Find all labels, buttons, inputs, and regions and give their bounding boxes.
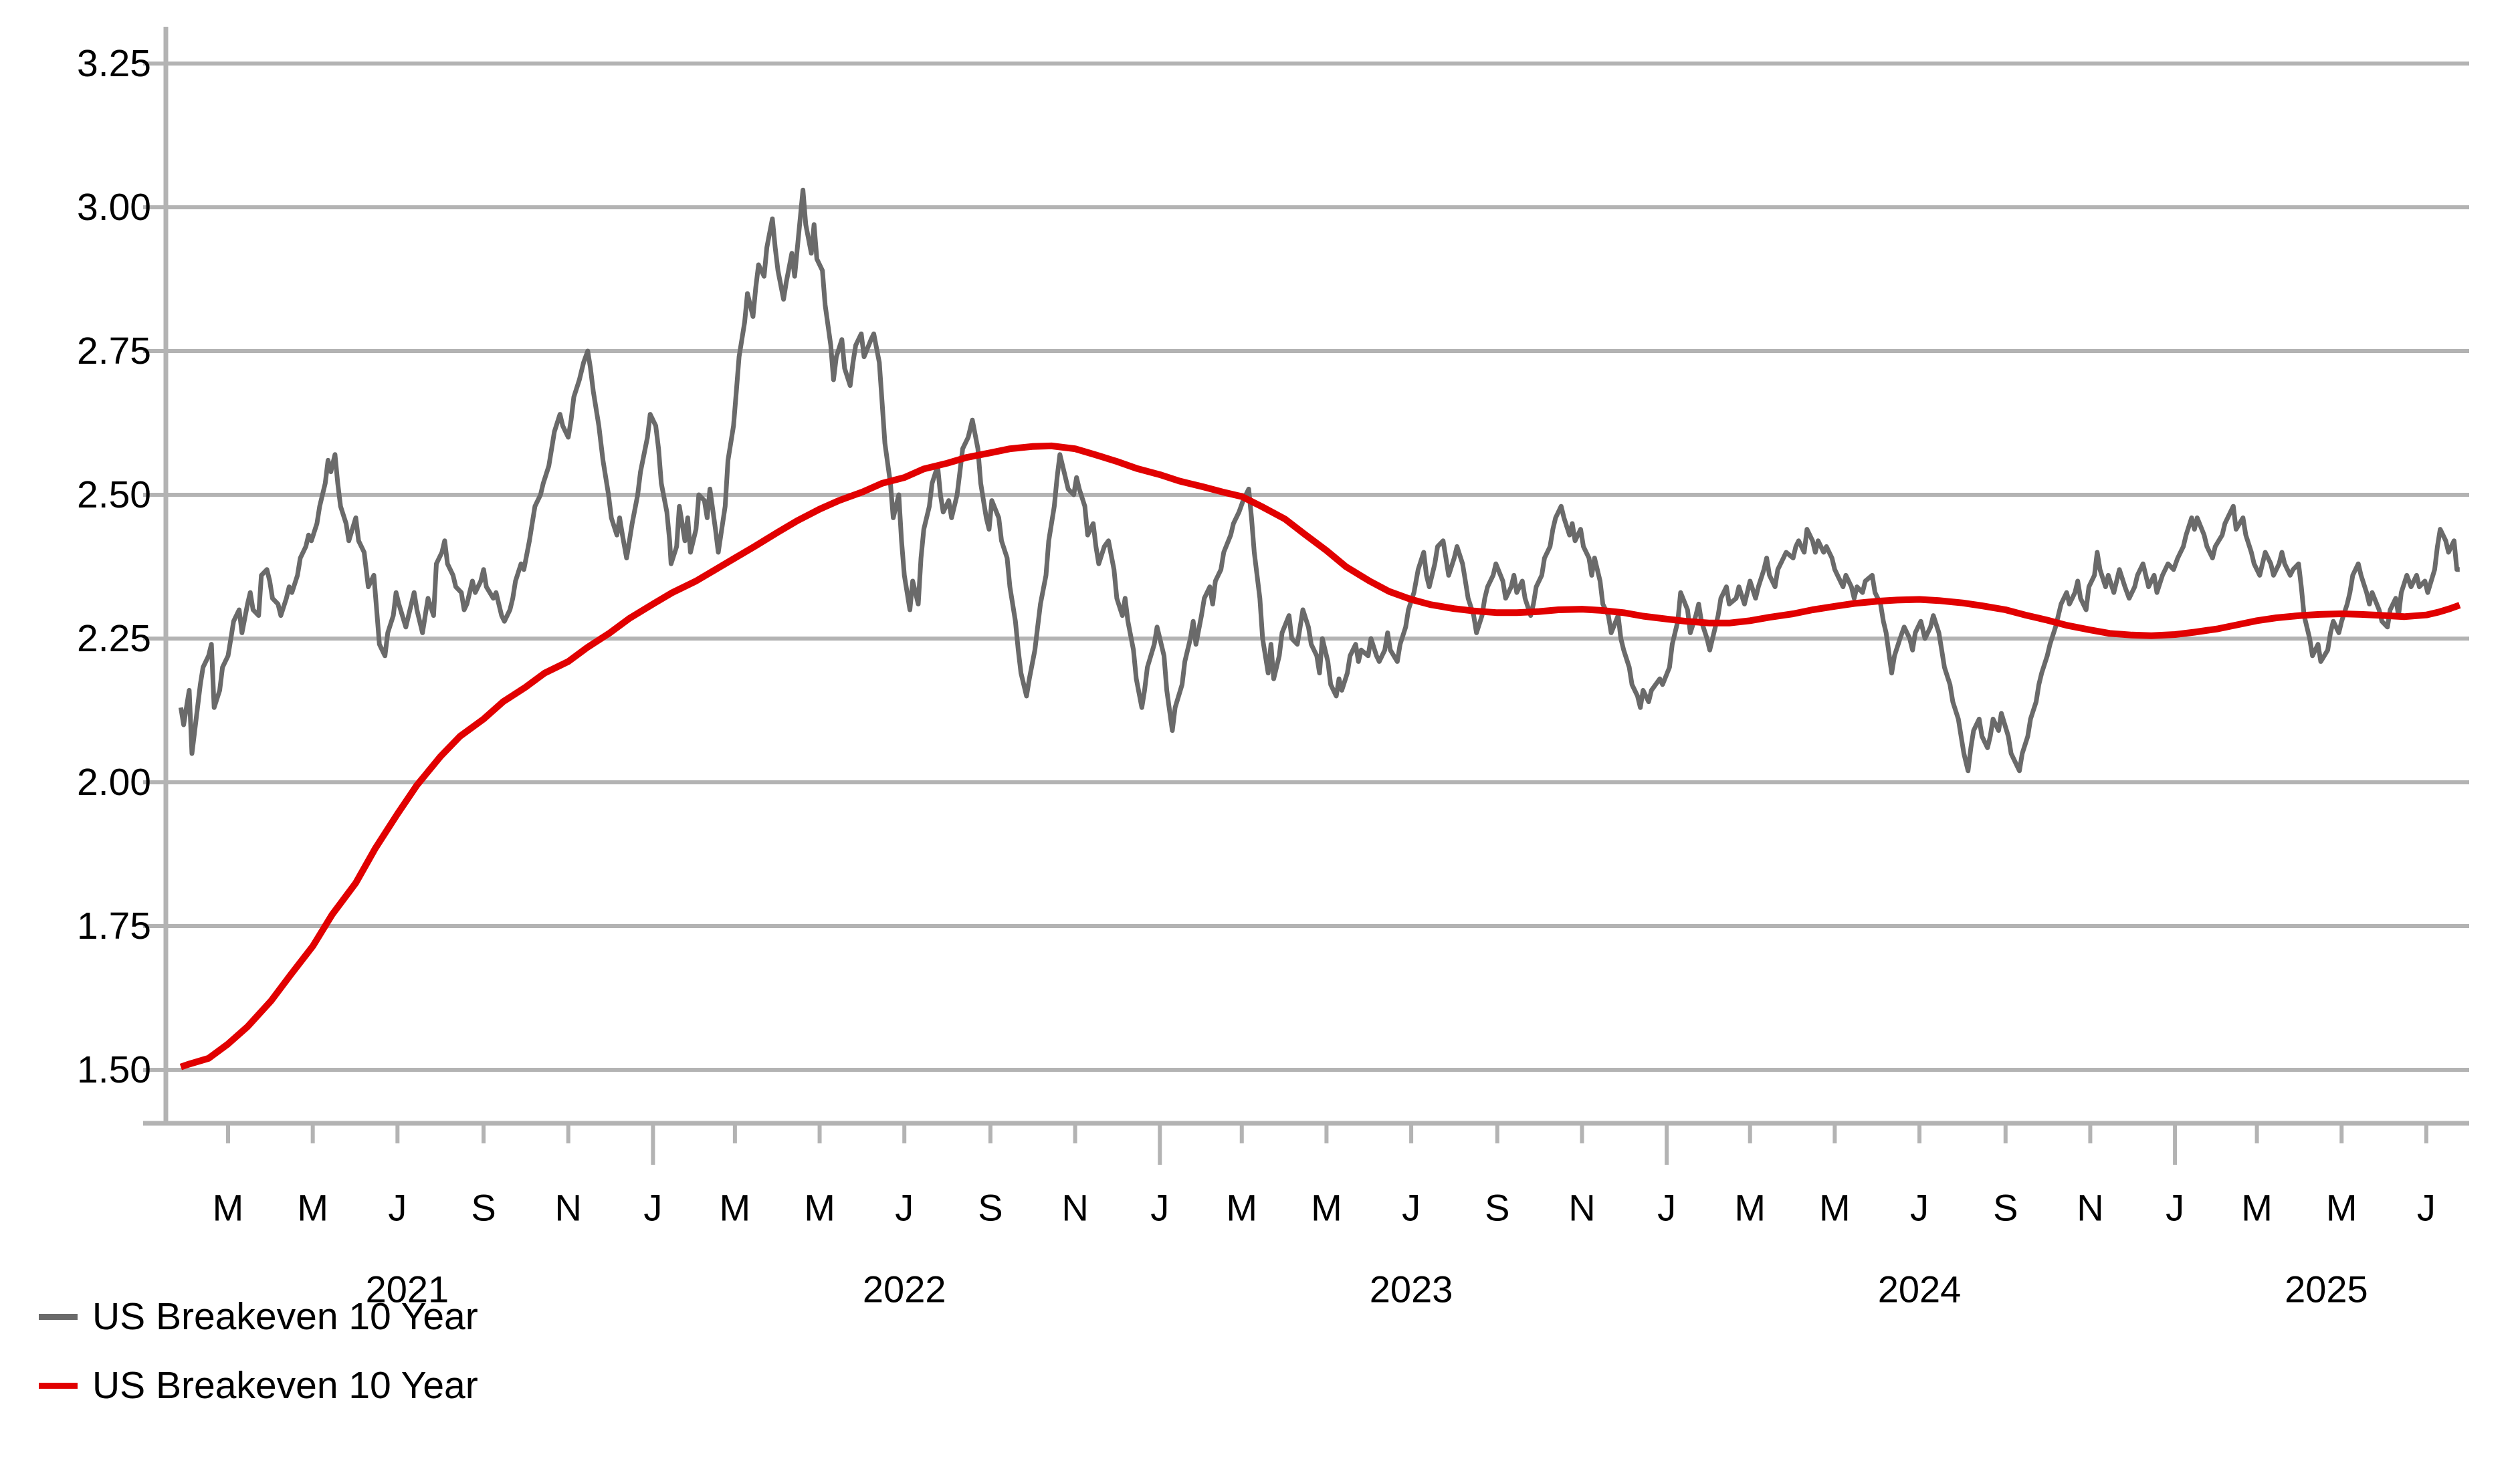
x-axis-month-label: S xyxy=(978,1187,1003,1229)
x-axis-month-label: N xyxy=(1061,1187,1088,1229)
x-axis-month-label: J xyxy=(2166,1187,2184,1229)
y-axis-label: 3.25 xyxy=(77,42,151,85)
legend-item-daily-series: US Breakeven 10 Year xyxy=(39,1282,478,1351)
x-axis-month-label: J xyxy=(1657,1187,1676,1229)
x-axis-month-label: S xyxy=(1485,1187,1509,1229)
x-axis-month-label: M xyxy=(1226,1187,1257,1229)
x-axis-year-label: 2022 xyxy=(863,1268,946,1311)
y-axis-label: 3.00 xyxy=(77,186,151,229)
x-axis-month-label: M xyxy=(213,1187,244,1229)
x-axis-year-label: 2025 xyxy=(2285,1268,2368,1311)
x-axis-month-label: M xyxy=(2326,1187,2357,1229)
x-axis-month-label: J xyxy=(388,1187,407,1229)
x-axis-month-label: M xyxy=(2241,1187,2273,1229)
x-axis-month-label: M xyxy=(1311,1187,1342,1229)
x-axis-month-label: N xyxy=(1568,1187,1595,1229)
x-axis-year-label: 2024 xyxy=(1878,1268,1962,1311)
x-axis-month-label: J xyxy=(1402,1187,1421,1229)
x-axis-month-label: J xyxy=(643,1187,662,1229)
x-axis-month-label: S xyxy=(1993,1187,2018,1229)
red-line-swatch-icon xyxy=(39,1383,78,1389)
gray-line-swatch-icon xyxy=(39,1314,78,1320)
x-axis-month-label: N xyxy=(554,1187,581,1229)
chart-legend: US Breakeven 10 Year US Breakeven 10 Yea… xyxy=(39,1282,478,1420)
y-axis-label: 1.50 xyxy=(77,1048,151,1091)
legend-item-average-series: US Breakeven 10 Year xyxy=(39,1351,478,1420)
x-axis-month-label: J xyxy=(1910,1187,1929,1229)
x-axis-month-label: M xyxy=(297,1187,328,1229)
series-line-average xyxy=(179,442,2461,1070)
y-axis-label: 2.75 xyxy=(77,330,151,372)
x-axis-month-label: J xyxy=(895,1187,914,1229)
x-axis-month-label: M xyxy=(804,1187,835,1229)
y-axis-label: 2.00 xyxy=(77,761,151,804)
x-axis-month-label: M xyxy=(720,1187,751,1229)
series-line-daily xyxy=(178,187,2460,774)
y-axis-label: 2.50 xyxy=(77,473,151,516)
x-axis-month-label: S xyxy=(471,1187,496,1229)
x-axis-month-label: M xyxy=(1734,1187,1766,1229)
x-axis-year-label: 2021 xyxy=(366,1268,449,1311)
x-axis-month-label: J xyxy=(1150,1187,1169,1229)
x-axis-year-label: 2023 xyxy=(1370,1268,1453,1311)
x-axis-month-label: J xyxy=(2417,1187,2436,1229)
x-axis-month-label: M xyxy=(1819,1187,1851,1229)
legend-label-daily: US Breakeven 10 Year xyxy=(92,1295,478,1338)
x-axis-month-label: N xyxy=(2077,1187,2103,1229)
y-axis-label: 1.75 xyxy=(77,905,151,947)
y-axis-label: 2.25 xyxy=(77,617,151,660)
legend-label-average: US Breakeven 10 Year xyxy=(92,1364,478,1407)
